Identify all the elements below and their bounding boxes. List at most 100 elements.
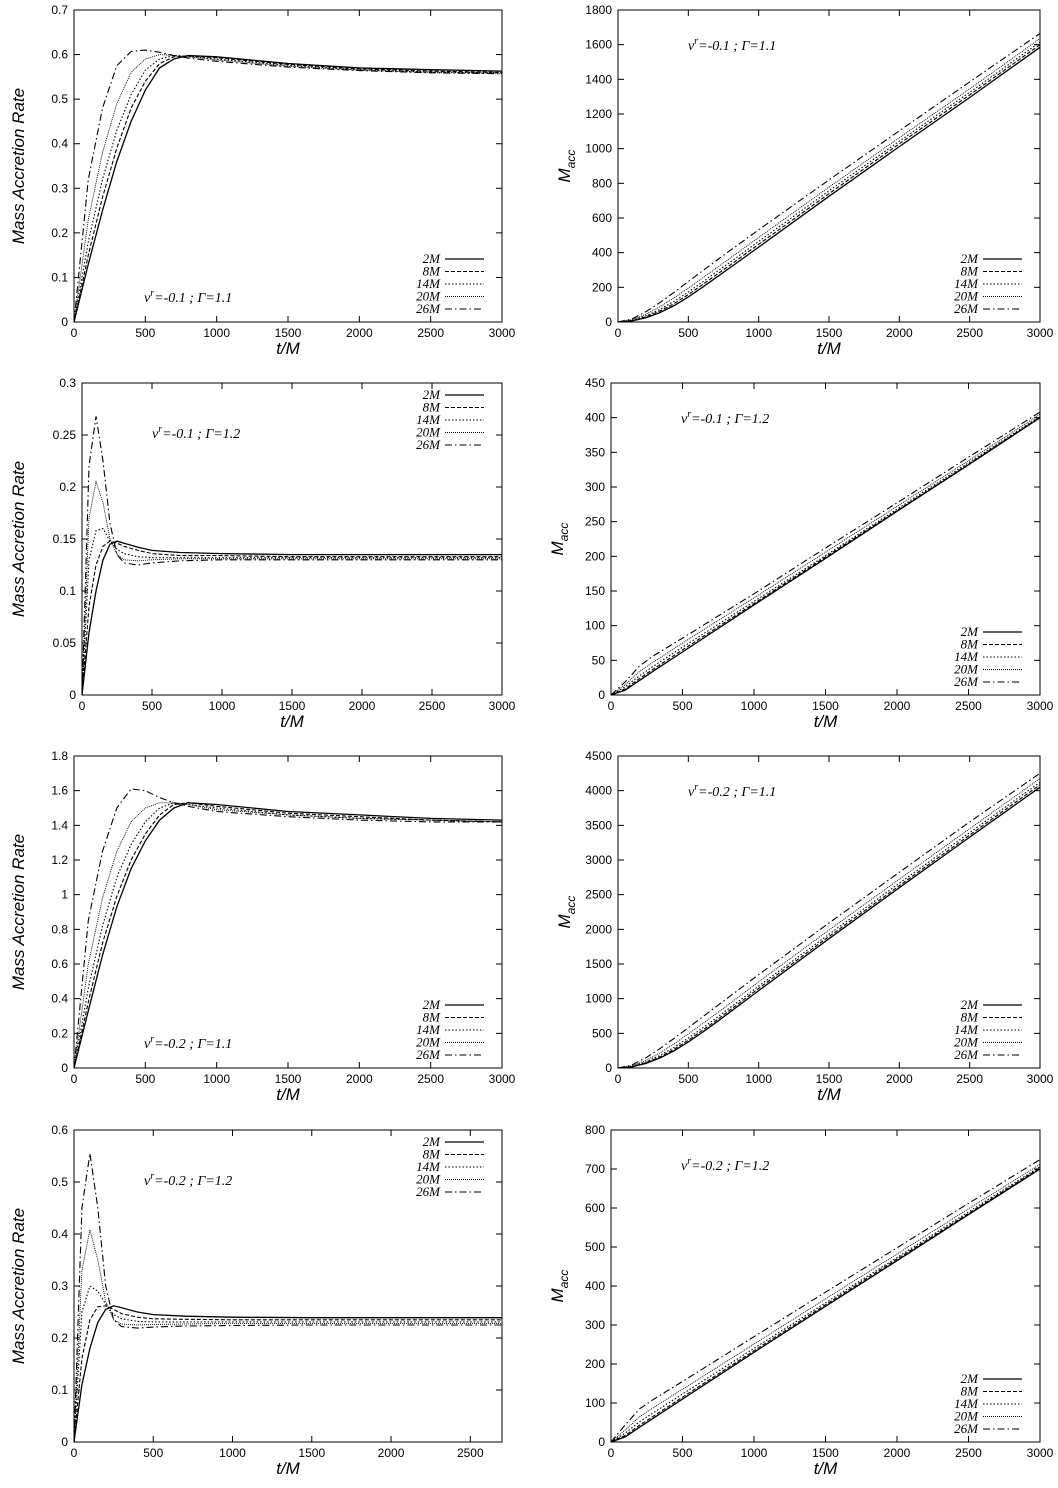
legend-label: 20M	[416, 425, 441, 440]
series-line-20M	[618, 778, 1040, 1068]
x-tick-label: 1000	[741, 1446, 768, 1460]
x-tick-label: 0	[615, 1072, 622, 1086]
x-tick-label: 0	[71, 326, 78, 340]
y-tick-label: 0	[61, 1061, 68, 1075]
y-tick-label: 700	[585, 1162, 605, 1176]
annotation-label: vr=-0.1 ; Γ=1.1	[144, 288, 232, 306]
series-line-8M	[82, 540, 502, 695]
x-tick-label: 500	[678, 326, 698, 340]
x-tick-label: 2000	[884, 1446, 911, 1460]
y-tick-label: 0.2	[59, 480, 76, 494]
chart-panel: 0 500 1000 1500 2000 2500 3000 0 200 400 600 800 100…	[555, 3, 1054, 358]
x-tick-label: 2500	[417, 326, 444, 340]
y-tick-label: 0	[69, 688, 76, 702]
x-tick-label: 500	[142, 699, 162, 713]
y-tick-label: 0.7	[51, 3, 68, 17]
annotation-label: vr=-0.2 ; Γ=1.2	[681, 1156, 769, 1174]
x-tick-label: 0	[79, 699, 86, 713]
y-tick-label: 1.2	[51, 853, 68, 867]
series-line-26M	[82, 416, 502, 695]
y-tick-label: 0.1	[59, 584, 76, 598]
series-line-14M	[74, 54, 502, 322]
series-line-20M	[611, 1163, 1040, 1442]
legend-label: 8M	[423, 400, 442, 415]
series-line-2M	[618, 786, 1040, 1068]
legend-label: 14M	[954, 1022, 979, 1037]
x-tick-label: 1500	[816, 326, 843, 340]
y-axis-label: Macc	[555, 896, 578, 929]
x-axis-label: t/M	[280, 712, 304, 731]
series-line-14M	[82, 527, 502, 695]
y-tick-label: 0.2	[51, 1331, 68, 1345]
y-tick-label: 150	[585, 584, 605, 598]
y-tick-label: 0.4	[51, 992, 68, 1006]
x-tick-label: 1500	[812, 1446, 839, 1460]
y-axis-label: Mass Accretion Rate	[9, 88, 28, 244]
y-tick-label: 400	[585, 411, 605, 425]
series-line-2M	[74, 54, 502, 322]
y-axis-label: Macc	[548, 1270, 571, 1303]
series-line-20M	[611, 413, 1040, 695]
y-tick-label: 1000	[585, 142, 612, 156]
y-tick-label: 0.8	[51, 922, 68, 936]
y-tick-label: 0.2	[51, 226, 68, 240]
chart-panel: 0 500 1000 1500 2000 2500 3000 0 0.1 0.2 0.3 0.4 0.5…	[9, 3, 516, 358]
legend-label: 26M	[416, 1047, 441, 1062]
x-tick-label: 2500	[457, 1446, 484, 1460]
y-tick-label: 0	[605, 315, 612, 329]
x-tick-label: 2000	[349, 699, 376, 713]
y-axis-label: Macc	[548, 523, 571, 556]
legend-label: 14M	[954, 649, 979, 664]
chart-panel: 0 500 1000 1500 2000 2500 3000 0 500 1000 1500 2000…	[555, 749, 1054, 1104]
x-tick-label: 1000	[745, 1072, 772, 1086]
x-tick-label: 1000	[745, 326, 772, 340]
x-axis-label: t/M	[276, 1085, 300, 1104]
y-axis-label: Mass Accretion Rate	[9, 1208, 28, 1364]
annotation-label: vr=-0.2 ; Γ=1.2	[144, 1171, 232, 1189]
legend-label: 14M	[416, 1159, 441, 1174]
x-tick-label: 1500	[275, 1072, 302, 1086]
x-tick-label: 1500	[816, 1072, 843, 1086]
legend-label: 26M	[954, 1421, 979, 1436]
y-tick-label: 0.3	[51, 181, 68, 195]
x-tick-label: 2000	[884, 699, 911, 713]
y-tick-label: 0	[605, 1061, 612, 1075]
chart-panel: 0 500 1000 1500 2000 2500 3000 0 100 200 300 400 500…	[548, 1123, 1054, 1478]
series-line-20M	[82, 480, 502, 695]
y-tick-label: 200	[585, 549, 605, 563]
series-line-2M	[74, 1305, 502, 1442]
x-tick-label: 1000	[209, 699, 236, 713]
legend-label: 20M	[954, 1035, 979, 1050]
series-line-8M	[611, 416, 1040, 695]
x-tick-label: 1500	[812, 699, 839, 713]
series-line-2M	[611, 417, 1040, 695]
legend-label: 2M	[961, 624, 980, 639]
y-tick-label: 100	[585, 1396, 605, 1410]
annotation-label: vr=-0.2 ; Γ=1.1	[144, 1034, 232, 1052]
x-tick-label: 500	[135, 326, 155, 340]
y-tick-label: 2000	[585, 922, 612, 936]
y-tick-label: 0.3	[59, 376, 76, 390]
y-tick-label: 50	[592, 653, 606, 667]
annotation-label: vr=-0.1 ; Γ=1.2	[681, 409, 769, 427]
chart-panel: 0 500 1000 1500 2000 2500 0 0.1 0.2 0.3 0.4 0.5 0.6 t…	[9, 1123, 503, 1478]
y-tick-label: 300	[585, 480, 605, 494]
legend-label: 20M	[954, 662, 979, 677]
y-tick-label: 0.6	[51, 957, 68, 971]
x-tick-label: 3000	[489, 326, 516, 340]
y-tick-label: 200	[585, 1357, 605, 1371]
x-tick-label: 500	[672, 1446, 692, 1460]
series-line-14M	[611, 1166, 1040, 1442]
series-line-26M	[74, 788, 502, 1068]
legend-label: 14M	[954, 1396, 979, 1411]
x-tick-label: 2500	[956, 1072, 983, 1086]
legend-label: 14M	[416, 412, 441, 427]
y-axis-label: Mass Accretion Rate	[9, 834, 28, 990]
x-tick-label: 1500	[275, 326, 302, 340]
legend-label: 8M	[961, 637, 980, 652]
y-tick-label: 0.6	[51, 48, 68, 62]
series-line-2M	[611, 1168, 1040, 1442]
y-tick-label: 0.5	[51, 1175, 68, 1189]
y-tick-label: 800	[585, 1123, 605, 1137]
